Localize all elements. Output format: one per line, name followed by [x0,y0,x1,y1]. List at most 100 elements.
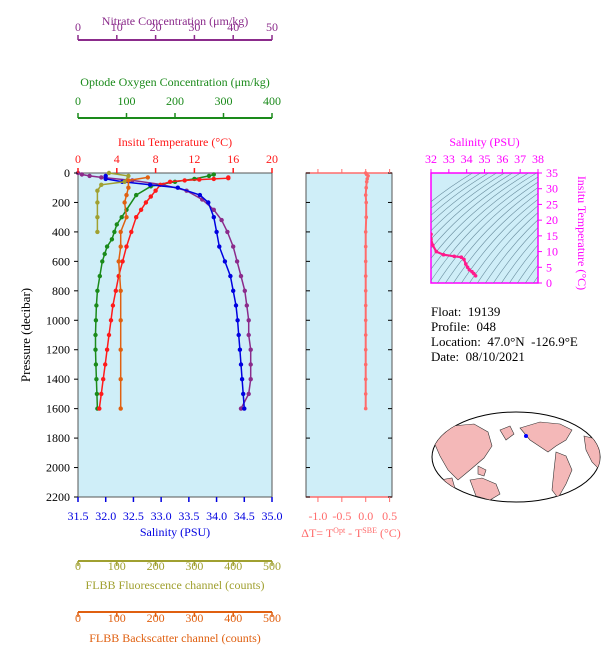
location-text: Location: 47.0°N -126.9°E [431,334,578,349]
temperature-point [167,179,173,184]
oxygen-point [94,377,99,382]
nitrate-point [219,217,224,223]
nitrate-point [225,229,230,235]
backscatter-point [122,200,127,205]
pressure-tick-label: 0 [64,166,70,180]
date-text: Date: 08/10/2021 [431,349,525,364]
ts-point [431,237,433,241]
backscatter-point [116,259,121,264]
temperature-point [153,188,158,193]
ts-density-contour [431,173,506,232]
fluorescence-tick-label: 400 [224,559,242,573]
ts-point [462,257,466,262]
temperature-tick-label: 0 [75,152,81,166]
oxygen-point [114,222,120,227]
backscatter-point [118,318,123,323]
ts-point [452,254,457,259]
pressure-tick-label: 1000 [46,313,70,327]
oxygen-axis-title: Optode Oxygen Concentration (μm/kg) [80,75,269,89]
salinity-point [242,406,247,411]
delta-t-tick-label: 0.0 [358,509,373,523]
backscatter-axis-title: FLBB Backscatter channel (counts) [89,631,261,645]
temperature-tick-label: 8 [153,152,159,166]
salinity-tick-label: 33.0 [151,509,172,523]
ts-density-contour [445,187,538,283]
delta-t-point [363,406,368,411]
salinity-point [197,192,203,198]
fluorescence-point [95,229,100,235]
temperature-point [226,176,231,181]
nitrate-point [246,332,251,338]
delta-t-tick-label: 0.5 [382,509,397,523]
delta-t-point [364,200,369,205]
temperature-axis-title: Insitu Temperature (°C) [118,135,232,149]
ts-density-contour [509,244,538,283]
salinity-tick-label: 34.0 [206,509,227,523]
axes-layer: 0200400600800100012001400160018002000220… [18,14,589,645]
delta-t-point [363,303,368,308]
pressure-tick-label: 2200 [46,490,70,504]
delta-t-axis-title-part: (°C) [377,526,401,540]
nitrate-tick-label: 20 [150,20,162,34]
salinity-point [228,273,233,279]
land-shape [519,421,573,453]
pressure-tick-label: 200 [52,195,70,209]
salinity-point [233,303,239,308]
fluorescence-point [95,188,100,193]
ts-density-contour [437,181,538,283]
delta-t-tick-label: -1.0 [308,509,327,523]
temperature-point [143,200,149,205]
salinity-point [103,176,108,182]
fluorescence-axis-title: FLBB Fluorescence channel (counts) [86,578,265,592]
temperature-point [104,347,110,352]
nitrate-point [238,406,244,411]
ts-density-contour [525,264,538,283]
temperature-point [101,377,106,382]
fluorescence-tick-label: 100 [108,559,126,573]
ts-salinity-tick-label: 32 [425,152,437,166]
salinity-point [241,391,246,397]
oxygen-point [94,303,99,308]
delta-t-point [364,180,369,184]
temperature-tick-label: 16 [227,152,239,166]
ts-density-contour [431,173,498,224]
temperature-tick-label: 20 [266,152,278,166]
fluorescence-tick-label: 200 [147,559,165,573]
delta-t-point [363,362,368,367]
oxygen-point [109,237,115,242]
pressure-tick-label: 2000 [46,461,70,475]
ts-salinity-tick-label: 35 [479,152,491,166]
backscatter-point [118,347,123,352]
nitrate-point [248,377,253,382]
oxygen-point [211,172,216,177]
delta-t-plot-area [305,172,393,498]
fluorescence-tick-label: 500 [263,559,281,573]
temperature-point [113,288,119,293]
temperature-point [97,406,102,411]
nitrate-point [246,391,251,397]
nitrate-tick-label: 0 [75,20,81,34]
ts-temperature-tick-label: 0 [546,276,552,290]
nitrate-point [231,244,236,249]
ts-salinity-tick-label: 38 [532,152,544,166]
nitrate-point [248,347,253,352]
salinity-point [217,244,222,249]
ts-salinity-tick-label: 37 [514,152,526,166]
salinity-point [239,377,245,382]
ts-contours [431,173,538,283]
pressure-tick-label: 1400 [46,372,70,386]
float-location-marker [524,434,528,438]
ts-point [434,249,439,254]
backscatter-point [145,175,150,180]
temperature-point [120,259,125,264]
nitrate-tick-label: 30 [188,20,200,34]
delta-t-point [363,333,368,337]
oxygen-point [93,362,99,367]
ts-density-contour [453,192,538,283]
delta-t-point [363,318,368,323]
temperature-point [99,391,104,397]
temperature-point [182,178,187,183]
pressure-tick-label: 1800 [46,431,70,445]
land-shape [432,423,493,481]
ts-density-contour [431,173,482,209]
